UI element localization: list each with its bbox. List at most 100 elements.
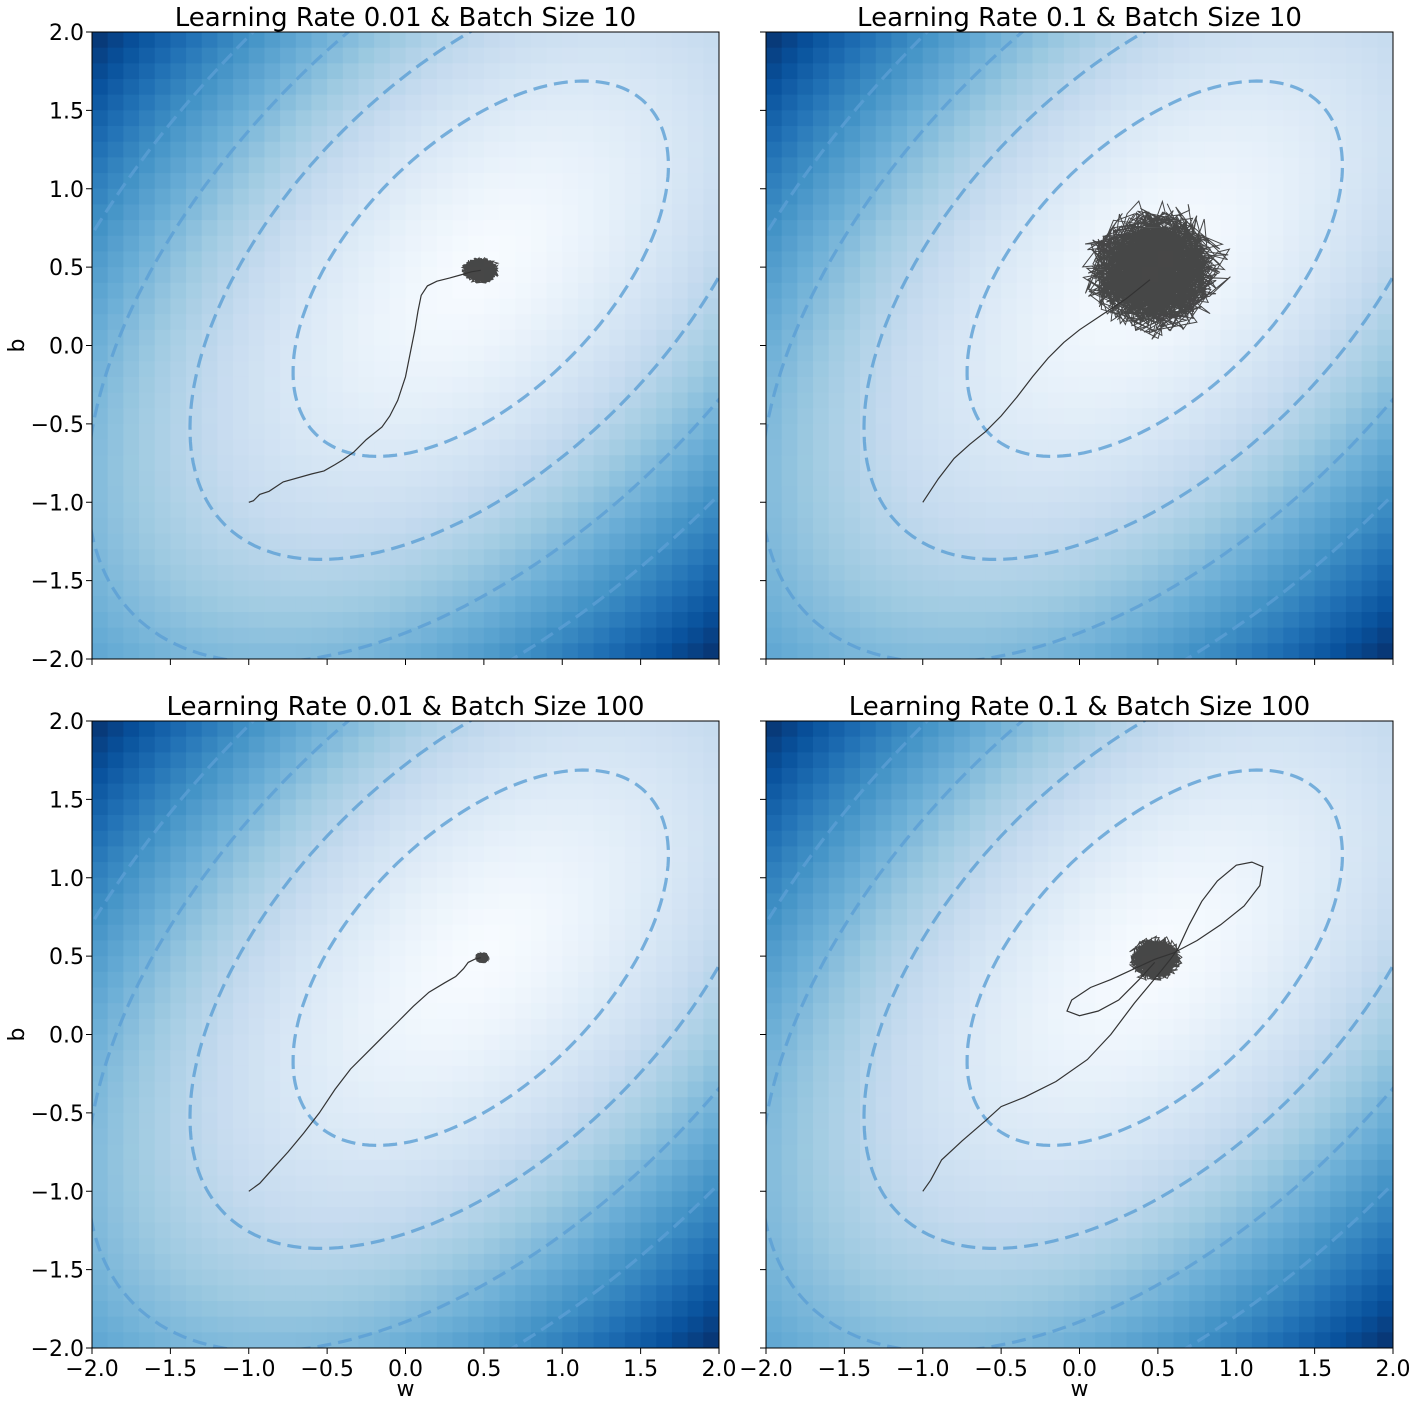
heatmap-cell [92,1332,109,1348]
heatmap-cell [562,63,579,80]
heatmap-cell [1298,173,1316,190]
heatmap-cell [483,815,501,832]
heatmap-cell [1298,423,1316,441]
heatmap-cell [891,611,908,629]
heatmap-cell [1251,408,1269,425]
heatmap-cell [515,1065,532,1083]
heatmap-cell [436,235,454,253]
heatmap-cell [1032,376,1049,394]
heatmap-cell [781,533,798,550]
heatmap-cell [891,486,908,503]
heatmap-cell [264,1269,281,1286]
heatmap-cell [389,94,407,111]
heatmap-cell [1079,392,1096,409]
heatmap-cell [1345,455,1363,472]
heatmap-cell [624,361,642,378]
heatmap-cell [985,564,1002,582]
heatmap-cell [624,533,642,550]
heatmap-cell [421,235,438,253]
heatmap-cell [499,439,516,456]
heatmap-cell [766,815,783,832]
heatmap-cell [1063,470,1081,488]
heatmap-cell [264,298,281,315]
heatmap-cell [358,47,375,64]
heatmap-cell [358,1175,375,1192]
heatmap-cell [828,298,845,315]
heatmap-cell [969,564,987,582]
heatmap-cell [546,1175,563,1192]
heatmap-cell [609,408,626,425]
heatmap-cell [530,1081,548,1098]
heatmap-cell [186,392,203,409]
heatmap-cell [671,486,689,503]
x-tick-label: 0.0 [388,1357,423,1382]
heatmap-cell [405,862,422,879]
heatmap-cell [813,627,830,644]
heatmap-cell [1330,643,1347,659]
heatmap-cell [624,1238,642,1255]
heatmap-cell [1016,596,1034,613]
heatmap-cell [311,799,328,816]
heatmap-cell [311,204,328,221]
heatmap-cell [1204,455,1222,472]
heatmap-cell [107,455,124,472]
heatmap-cell [499,1018,516,1036]
heatmap-cell [1157,627,1175,644]
heatmap-cell [264,1081,281,1098]
heatmap-cell [389,564,407,582]
heatmap-cell [389,846,407,863]
heatmap-cell [1236,188,1253,206]
heatmap-cell [891,455,908,472]
heatmap-cell [201,79,219,96]
heatmap-cell [452,439,469,456]
heatmap-cell [342,141,360,159]
heatmap-cell [483,329,501,347]
heatmap-cell [154,32,171,49]
heatmap-cell [640,361,657,378]
heatmap-cell [154,1112,171,1130]
heatmap-cell [907,157,924,174]
heatmap-cell [844,408,861,425]
heatmap-cell [499,110,516,127]
heatmap-cell [1314,549,1331,566]
x-tick-label: −1.0 [222,1357,275,1382]
heatmap-cell [687,1253,704,1271]
heatmap-cell [452,909,469,926]
heatmap-cell [813,392,830,409]
heatmap-cell [311,1034,328,1051]
heatmap-cell [295,502,313,519]
heatmap-cell [1314,220,1331,237]
heatmap-cell [217,564,234,582]
heatmap-cell [515,1300,532,1318]
heatmap-cell [358,752,375,769]
heatmap-cell [1283,329,1300,347]
heatmap-cell [92,596,109,613]
heatmap-top-left [92,32,719,659]
heatmap-cell [577,1034,595,1051]
heatmap-cell [483,924,501,942]
heatmap-cell [154,987,171,1004]
heatmap-cell [954,486,971,503]
heatmap-cell [828,549,845,566]
heatmap-cell [421,1238,438,1255]
heatmap-cell [1298,361,1316,378]
heatmap-cell [640,768,657,785]
heatmap-cell [954,110,971,127]
heatmap-cell [562,423,579,441]
heatmap-cell [405,32,422,49]
heatmap-cell [1173,549,1190,566]
heatmap-cell [1298,345,1316,362]
heatmap-cell [656,1050,673,1067]
heatmap-cell [938,455,955,472]
heatmap-cell [311,909,328,926]
heatmap-cell [1016,470,1034,488]
heatmap-cell [139,830,156,848]
heatmap-cell [891,470,908,488]
heatmap-cell [154,345,171,362]
heatmap-cell [577,596,595,613]
heatmap-cell [577,1285,595,1302]
heatmap-cell [624,611,642,629]
heatmap-cell [875,220,893,237]
heatmap-cell [280,1332,297,1348]
heatmap-cell [1142,361,1159,378]
